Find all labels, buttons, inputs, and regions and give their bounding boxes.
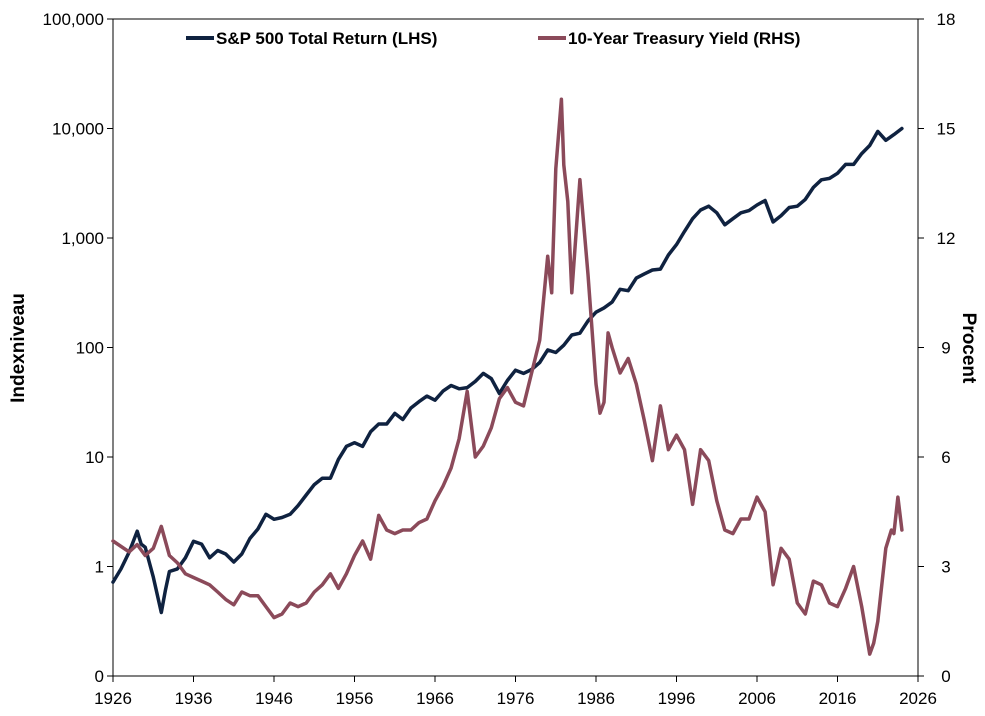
x-tick-label: 1986	[577, 689, 615, 708]
plot-area	[112, 18, 919, 677]
sp500-total-return-line	[111, 126, 904, 615]
left-tick-label: 10	[85, 448, 104, 467]
legend-label-treasury: 10-Year Treasury Yield (RHS)	[568, 29, 800, 48]
treasury-yield-line	[111, 97, 904, 656]
left-tick-label: 100,000	[43, 10, 104, 29]
x-tick-label: 2026	[899, 689, 937, 708]
right-tick-label: 18	[937, 10, 956, 29]
right-tick-label: 9	[941, 339, 950, 358]
legend-label-sp500: S&P 500 Total Return (LHS)	[216, 29, 437, 48]
left-tick-label: 1,000	[61, 229, 104, 248]
x-tick-label: 1966	[416, 689, 454, 708]
x-tick-label: 2006	[738, 689, 776, 708]
left-tick-label: 0	[95, 667, 104, 686]
left-axis: 0 1 10 100 1,000 10,000 100,000	[43, 10, 113, 686]
x-tick-label: 1936	[175, 689, 213, 708]
right-axis-title: Procent	[958, 313, 979, 384]
left-tick-label: 100	[76, 339, 104, 358]
legend: S&P 500 Total Return (LHS) 10-Year Treas…	[186, 29, 800, 48]
x-tick-label: 1996	[658, 689, 696, 708]
right-tick-label: 12	[937, 229, 956, 248]
right-tick-label: 0	[941, 667, 950, 686]
x-tick-label: 2016	[819, 689, 857, 708]
left-tick-label: 1	[95, 558, 104, 577]
right-tick-label: 15	[937, 120, 956, 139]
left-axis-title: Indexniveau	[8, 293, 29, 403]
x-tick-label: 1926	[94, 689, 132, 708]
right-axis: 0 3 6 9 12 15 18	[918, 10, 955, 686]
left-tick-label: 10,000	[52, 120, 104, 139]
x-tick-label: 1946	[255, 689, 293, 708]
right-tick-label: 3	[941, 558, 950, 577]
x-tick-label: 1976	[497, 689, 535, 708]
x-tick-label: 1956	[336, 689, 374, 708]
series-lines	[111, 97, 904, 656]
x-axis: 1926 1936 1946 1956 1966 1976 1986 1996 2006 2016…	[94, 676, 937, 708]
right-tick-label: 6	[941, 448, 950, 467]
